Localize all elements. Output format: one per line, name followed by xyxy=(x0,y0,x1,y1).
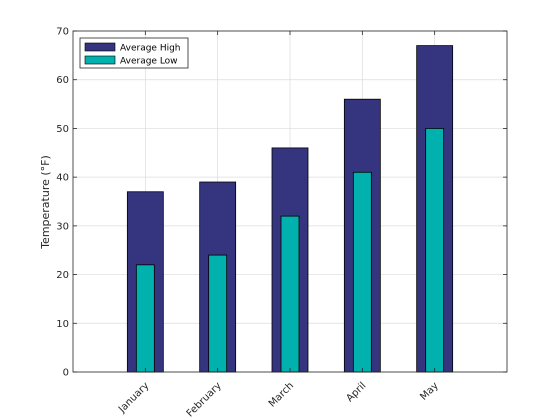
y-tick-label: 10 xyxy=(56,319,69,330)
legend-swatch-average-low xyxy=(84,55,116,65)
x-tick-label-march: March xyxy=(267,380,296,409)
x-tick-labels: January February March April May xyxy=(116,380,441,419)
x-tick-label-may: May xyxy=(418,380,440,402)
bar-average-low-january xyxy=(135,264,155,373)
y-tick-label: 30 xyxy=(56,221,69,232)
y-tick-label: 0 xyxy=(63,368,69,379)
y-tick-label: 20 xyxy=(56,270,69,281)
legend-swatch-average-high xyxy=(84,42,116,52)
axis-ticks xyxy=(73,30,507,373)
bars xyxy=(126,45,454,373)
y-tick-labels: 0 10 20 30 40 50 60 70 xyxy=(56,27,69,379)
x-tick-label-april: April xyxy=(345,380,369,404)
y-axis-label: Temperature (°F) xyxy=(39,155,52,250)
y-tick-label: 70 xyxy=(56,27,69,38)
y-tick-label: 50 xyxy=(56,124,69,135)
x-tick-label-february: February xyxy=(185,380,224,419)
bar-average-low-march xyxy=(280,215,300,373)
x-tick-label-january: January xyxy=(116,380,151,415)
legend-label-average-low: Average Low xyxy=(120,57,178,67)
legend: Average High Average Low xyxy=(79,37,189,69)
plot-area xyxy=(72,30,508,373)
y-tick-label: 40 xyxy=(56,173,69,184)
legend-label-average-high: Average High xyxy=(120,44,181,54)
bar-average-low-may xyxy=(425,128,445,373)
bar-average-low-april xyxy=(352,171,372,373)
bar-average-low-february xyxy=(208,254,228,373)
y-tick-label: 60 xyxy=(56,75,69,86)
